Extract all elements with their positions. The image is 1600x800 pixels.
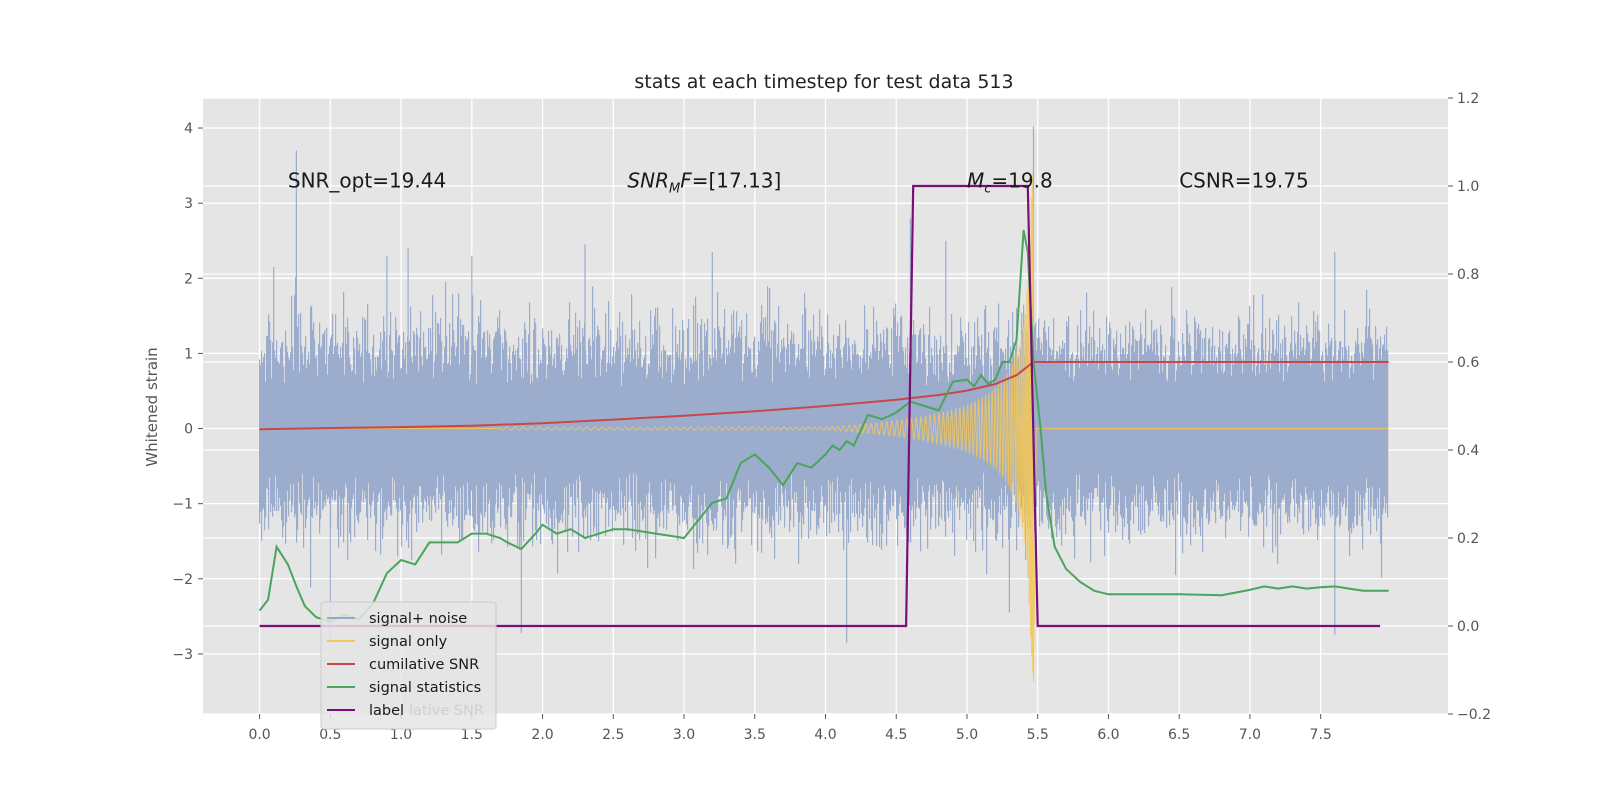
- x-tick-label: 0.5: [319, 727, 341, 743]
- y2-tick-label: −0.2: [1457, 707, 1491, 723]
- x-tick-label: 2.5: [602, 727, 624, 743]
- annotation-rest: F=[17.13]: [680, 169, 781, 193]
- annotation-snr-mf: SNRMF=[17.13]: [627, 169, 781, 197]
- x-tick-label: 1.0: [390, 727, 412, 743]
- x-tick-label: 6.5: [1168, 727, 1190, 743]
- y2-tick-label: 1.0: [1457, 179, 1479, 195]
- y2-tick-label: 0.0: [1457, 619, 1479, 635]
- y-tick-label: 1: [184, 346, 193, 362]
- legend-label-signal-noise: signal+ noise: [369, 611, 467, 627]
- y2-tick-label: 0.4: [1457, 443, 1479, 459]
- series-cumilative-snr: [259, 361, 1389, 431]
- y-tick-label: 0: [184, 422, 193, 438]
- y-tick-label: −1: [172, 497, 193, 513]
- x-tick-label: 7.0: [1239, 727, 1261, 743]
- annotation-mc: Mc=19.8: [967, 169, 1053, 197]
- annotation-base: M: [967, 169, 984, 193]
- legend-label-cumilative-snr: cumilative SNR: [369, 657, 479, 673]
- x-tick-label: 6.0: [1097, 727, 1119, 743]
- series-signal-only: [259, 174, 1389, 682]
- x-tick-label: 0.0: [248, 727, 270, 743]
- x-tick-label: 2.0: [531, 727, 553, 743]
- y2-tick-label: 1.2: [1457, 91, 1479, 107]
- x-tick-label: 7.5: [1310, 727, 1332, 743]
- legend-ghost-text: lative SNR: [409, 703, 484, 719]
- x-tick-label: 3.5: [744, 727, 766, 743]
- y-tick-label: 2: [184, 271, 193, 287]
- y-axis-label: Whitened strain: [143, 347, 161, 466]
- y2-tick-label: 0.2: [1457, 531, 1479, 547]
- series-layer: [258, 126, 1389, 682]
- y-tick-label: −2: [172, 572, 193, 588]
- y-tick-label: 3: [184, 196, 193, 212]
- y2-tick-label: 0.8: [1457, 267, 1479, 283]
- annotation-csnr: CSNR=19.75: [1179, 169, 1309, 193]
- legend: signal+ noise signal only cumilative SNR si…: [320, 601, 497, 730]
- annotation-value: =[17.13]: [692, 169, 782, 193]
- annotations: SNR_opt=19.44 SNRMF=[17.13] Mc=19.8 CSNR=19…: [288, 169, 1309, 197]
- x-tick-label: 5.5: [1027, 727, 1049, 743]
- x-tick-label: 4.5: [885, 727, 907, 743]
- axis-ticks: 0.0 0.5 1.0 1.5 2.0 2.5 3.0 3.5 4.0 4.5 5.0 5.5 6.0 6…: [172, 91, 1491, 743]
- annotation-subscript: M: [669, 182, 680, 197]
- legend-label-signal-only: signal only: [369, 634, 448, 650]
- annotation-italic: F: [680, 169, 692, 193]
- annotation-rest: =19.8: [991, 169, 1052, 193]
- annotation-base: SNR: [627, 169, 669, 193]
- annotation-subscript: c: [984, 182, 991, 197]
- y2-tick-label: 0.6: [1457, 355, 1479, 371]
- annotation-snr-opt: SNR_opt=19.44: [288, 169, 446, 193]
- legend-label-label: label: [369, 703, 404, 719]
- x-tick-label: 5.0: [956, 727, 978, 743]
- y-tick-label: −3: [172, 647, 193, 663]
- x-tick-label: 3.0: [673, 727, 695, 743]
- series-signal-statistics: [258, 229, 1389, 623]
- x-tick-label: 1.5: [461, 727, 483, 743]
- y-tick-label: 4: [184, 121, 193, 137]
- legend-box: [320, 601, 497, 730]
- chart-title: stats at each timestep for test data 513: [634, 71, 1013, 93]
- series-label: [259, 184, 1381, 628]
- x-tick-label: 4.0: [814, 727, 836, 743]
- legend-label-signal-statistics: signal statistics: [369, 680, 481, 696]
